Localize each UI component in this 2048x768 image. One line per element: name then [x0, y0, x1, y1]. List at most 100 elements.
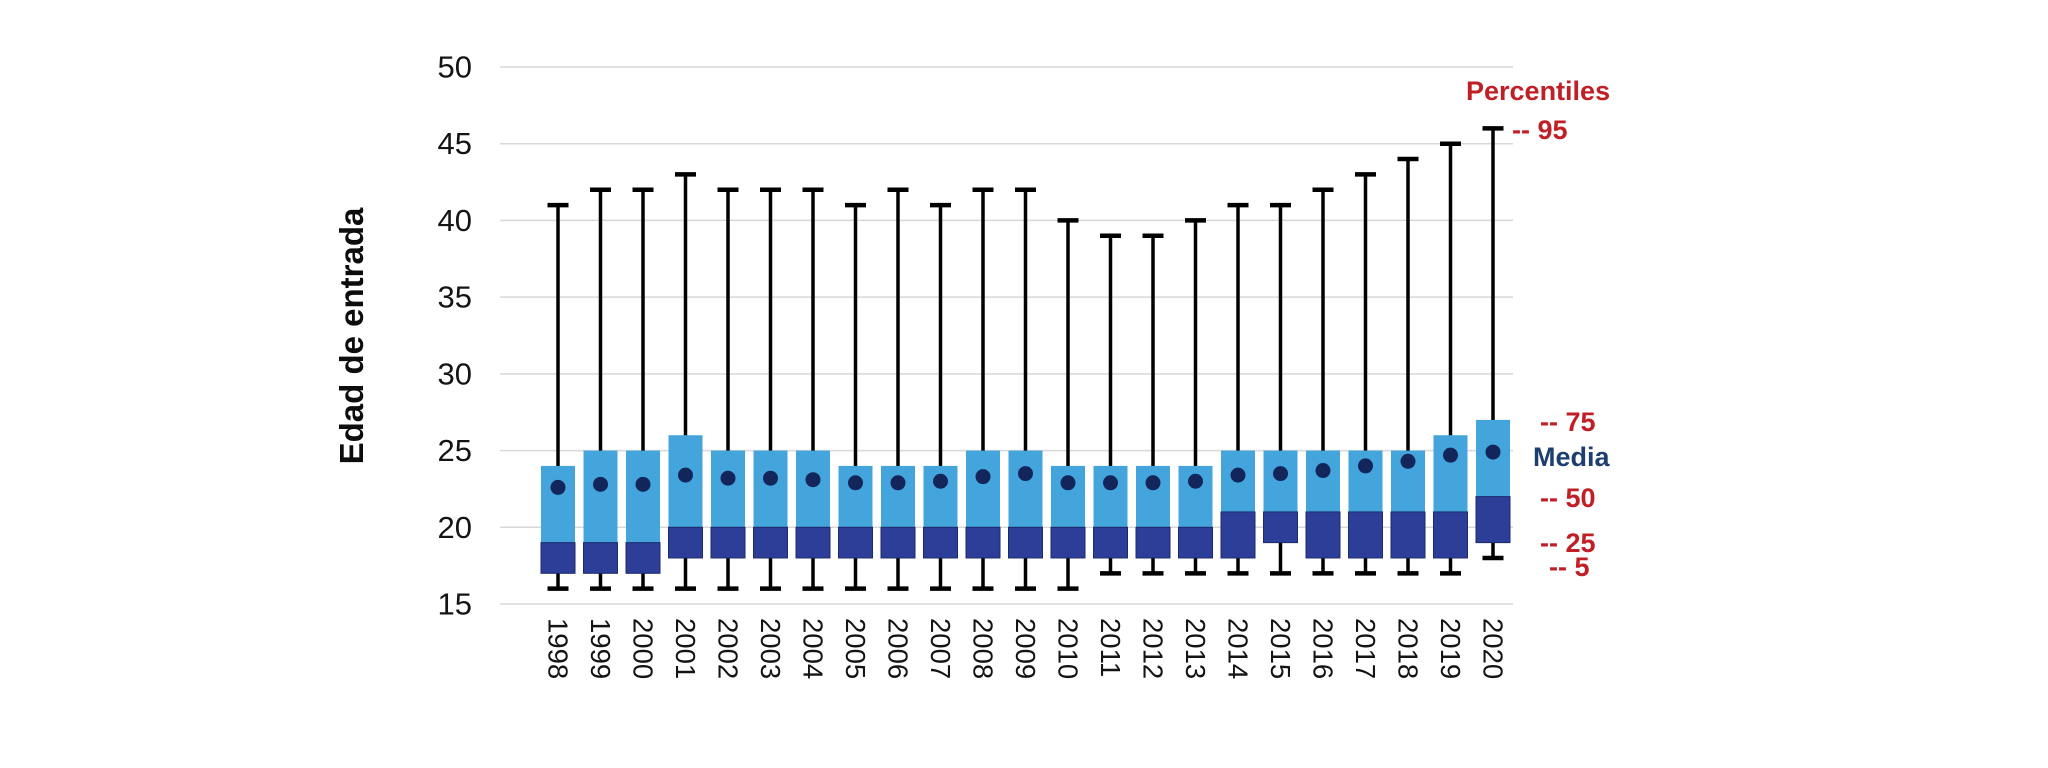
- box-p50-p75-1999: [583, 450, 618, 543]
- legend-title: Percentiles: [1466, 76, 1611, 106]
- x-tick-label-2008: 2008: [968, 618, 999, 679]
- legend-p95-label: -- 95: [1512, 115, 1568, 145]
- x-tick-label-2014: 2014: [1223, 618, 1254, 679]
- mean-dot-2018: [1400, 453, 1416, 469]
- mean-dot-2004: [805, 472, 821, 488]
- y-tick-label-50: 50: [438, 50, 472, 85]
- y-tick-label-40: 40: [438, 203, 472, 238]
- mean-dot-1999: [593, 476, 608, 492]
- mean-dot-2003: [763, 470, 778, 486]
- x-tick-label-2017: 2017: [1350, 618, 1381, 679]
- box-p25-p50-2006: [880, 526, 916, 559]
- mean-dot-2010: [1060, 475, 1076, 491]
- box-p25-p50-2017: [1348, 511, 1383, 559]
- x-tick-label-2020: 2020: [1478, 618, 1509, 679]
- mean-dot-2006: [890, 475, 906, 491]
- x-tick-label-2019: 2019: [1435, 618, 1466, 679]
- x-tick-label-1999: 1999: [585, 618, 616, 679]
- box-p25-p50-1999: [583, 542, 618, 574]
- mean-dot-2017: [1358, 458, 1373, 474]
- x-tick-label-2001: 2001: [670, 618, 701, 679]
- box-p50-p75-2005: [838, 465, 873, 528]
- box-p25-p50-2001: [668, 526, 703, 559]
- y-tick-label-20: 20: [438, 510, 472, 545]
- box-p50-p75-2000: [626, 450, 660, 543]
- mean-dot-2000: [635, 476, 651, 492]
- box-p50-p75-2004: [796, 450, 830, 528]
- box-p50-p75-2002: [711, 450, 745, 528]
- x-tick-label-2016: 2016: [1308, 618, 1339, 679]
- legend-p50-label: -- 50: [1540, 483, 1596, 513]
- x-tick-label-2012: 2012: [1138, 618, 1169, 679]
- box-p25-p50-2011: [1093, 526, 1128, 559]
- x-tick-label-1998: 1998: [543, 618, 574, 679]
- x-tick-label-2005: 2005: [840, 618, 871, 679]
- x-tick-label-2015: 2015: [1265, 618, 1296, 679]
- legend-p5-label: -- 5: [1549, 552, 1590, 582]
- box-p50-p75-2011: [1093, 465, 1128, 528]
- box-p25-p50-1998: [540, 542, 576, 574]
- legend-p25-label: -- 25: [1540, 528, 1596, 558]
- mean-dot-2009: [1018, 466, 1033, 482]
- y-axis-title: Edad de entrada: [333, 207, 370, 465]
- box-p25-p50-2019: [1433, 511, 1468, 559]
- mean-dot-2012: [1145, 475, 1161, 491]
- x-tick-label-2002: 2002: [713, 618, 744, 679]
- y-tick-label-25: 25: [438, 433, 472, 468]
- box-p50-p75-2016: [1306, 450, 1340, 512]
- x-tick-label-2013: 2013: [1180, 618, 1211, 679]
- legend-p75-label: -- 75: [1540, 407, 1596, 437]
- box-p25-p50-2014: [1220, 511, 1256, 559]
- mean-dot-2019: [1443, 447, 1458, 463]
- y-tick-label-35: 35: [438, 280, 472, 315]
- legend-media-label: Media: [1533, 442, 1610, 472]
- box-p25-p50-2013: [1178, 526, 1213, 559]
- y-tick-label-15: 15: [438, 587, 472, 622]
- box-p50-p75-2010: [1051, 465, 1085, 528]
- mean-dot-2016: [1315, 463, 1331, 479]
- box-p50-p75-2006: [881, 465, 915, 528]
- box-p25-p50-2016: [1305, 511, 1341, 559]
- y-tick-label-45: 45: [438, 126, 472, 161]
- mean-dot-2001: [678, 467, 693, 483]
- mean-dot-2008: [975, 469, 991, 485]
- box-p25-p50-2004: [795, 526, 831, 559]
- box-p50-p75-2019: [1433, 435, 1468, 512]
- mean-dot-1998: [550, 479, 566, 495]
- box-p25-p50-2018: [1390, 511, 1426, 559]
- mean-dot-2014: [1230, 467, 1246, 483]
- mean-dot-2005: [848, 475, 863, 491]
- x-tick-label-2003: 2003: [755, 618, 786, 679]
- x-tick-label-2009: 2009: [1010, 618, 1041, 679]
- box-p25-p50-2005: [838, 526, 873, 559]
- box-p25-p50-2015: [1263, 511, 1298, 544]
- box-p50-p75-2015: [1263, 450, 1298, 512]
- x-tick-label-2007: 2007: [925, 618, 956, 679]
- box-p25-p50-2010: [1050, 526, 1086, 559]
- box-p25-p50-2003: [753, 526, 788, 559]
- y-tick-label-30: 30: [438, 356, 472, 391]
- x-tick-label-2018: 2018: [1393, 618, 1424, 679]
- x-tick-label-2000: 2000: [628, 618, 659, 679]
- mean-dot-2002: [720, 470, 736, 486]
- mean-dot-2007: [933, 473, 948, 489]
- x-tick-label-2006: 2006: [883, 618, 914, 679]
- mean-dot-2011: [1103, 475, 1118, 491]
- box-p50-p75-1998: [541, 465, 575, 543]
- x-tick-label-2011: 2011: [1095, 618, 1126, 677]
- box-p50-p75-2003: [753, 450, 788, 528]
- box-p25-p50-2000: [625, 542, 661, 574]
- box-p25-p50-2008: [965, 526, 1001, 559]
- mean-dot-2013: [1188, 473, 1203, 489]
- mean-dot-2020: [1485, 444, 1501, 460]
- box-p50-p75-2009: [1008, 450, 1043, 528]
- x-tick-label-2004: 2004: [798, 618, 829, 679]
- box-p25-p50-2020: [1475, 496, 1511, 544]
- x-tick-label-2010: 2010: [1053, 618, 1084, 679]
- box-p25-p50-2002: [710, 526, 746, 559]
- box-p50-p75-2008: [966, 450, 1000, 528]
- box-p25-p50-2009: [1008, 526, 1043, 559]
- box-p25-p50-2007: [923, 526, 958, 559]
